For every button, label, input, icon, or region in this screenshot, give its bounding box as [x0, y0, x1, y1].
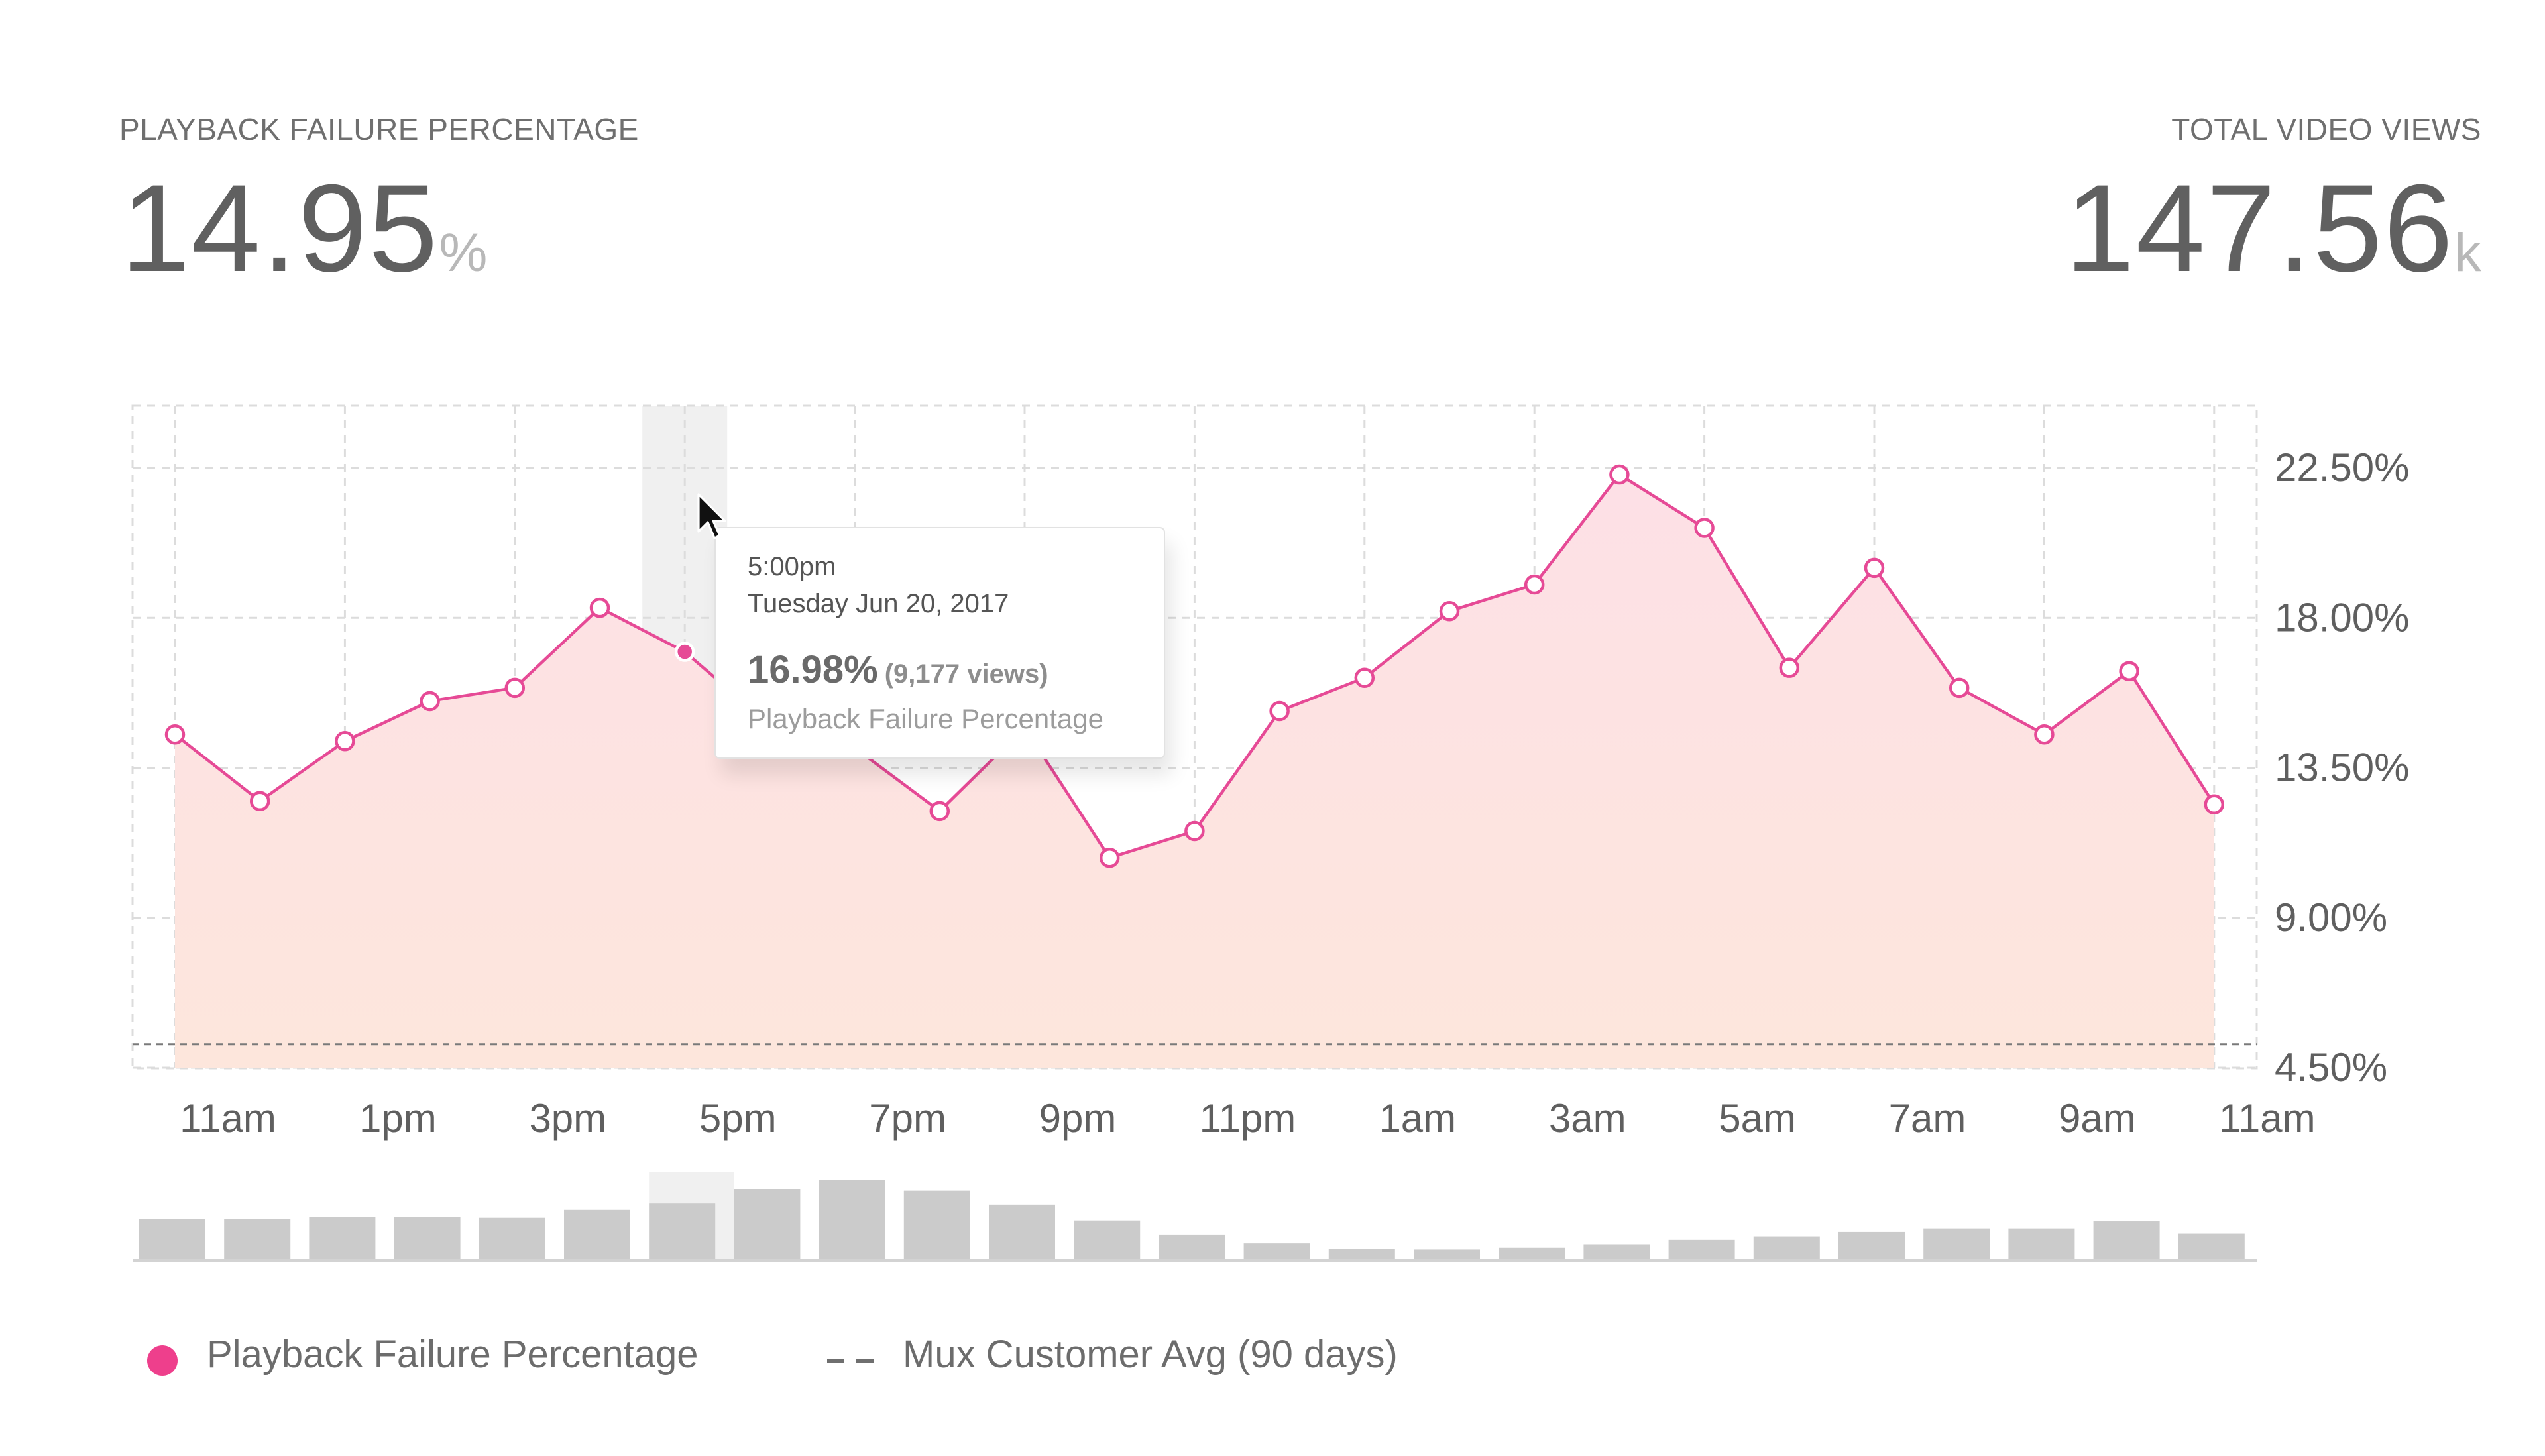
data-point[interactable] — [1694, 518, 1715, 538]
views-bar[interactable] — [1583, 1244, 1650, 1259]
legend-series-label[interactable]: Playback Failure Percentage — [207, 1333, 699, 1376]
data-point[interactable] — [1524, 574, 1545, 595]
data-point[interactable] — [420, 691, 440, 712]
series-area — [175, 475, 2214, 1068]
data-point[interactable] — [1269, 700, 1290, 722]
legend-avg-dash-2 — [856, 1359, 874, 1363]
views-bar[interactable] — [649, 1203, 716, 1259]
data-point[interactable] — [674, 642, 695, 662]
views-bar[interactable] — [1923, 1228, 1990, 1259]
data-point[interactable] — [929, 801, 950, 822]
x-tick-label: 3pm — [529, 1096, 606, 1141]
chart-tooltip: 5:00pm Tuesday Jun 20, 2017 16.98% (9,177… — [714, 527, 1165, 759]
views-bar[interactable] — [2008, 1228, 2075, 1259]
x-tick-label: 3am — [1549, 1096, 1626, 1141]
data-point[interactable] — [1354, 667, 1375, 688]
data-point[interactable] — [2204, 794, 2225, 815]
views-bar[interactable] — [394, 1217, 461, 1259]
data-point[interactable] — [1609, 464, 1630, 485]
views-bar[interactable] — [1753, 1236, 1820, 1259]
views-bar[interactable] — [2093, 1221, 2160, 1259]
views-bar[interactable] — [224, 1219, 291, 1259]
data-point[interactable] — [589, 597, 610, 618]
views-bar[interactable] — [1074, 1220, 1141, 1259]
data-point[interactable] — [1099, 848, 1120, 868]
failure-metric-value: 14.95% — [121, 166, 487, 290]
views-bar[interactable] — [819, 1180, 885, 1259]
failure-metric-number: 14.95 — [121, 158, 439, 298]
plot-border — [131, 404, 2258, 1070]
y-tick-label: 18.00% — [2275, 595, 2410, 640]
y-tick-label: 9.00% — [2275, 895, 2387, 940]
y-tick-label: 13.50% — [2275, 746, 2410, 790]
views-metric-value: 147.56k — [2065, 166, 2481, 290]
data-point[interactable] — [2119, 661, 2139, 681]
views-bar[interactable] — [309, 1217, 376, 1259]
x-tick-label: 9pm — [1039, 1096, 1117, 1141]
failure-metric-label: PLAYBACK FAILURE PERCENTAGE — [119, 112, 639, 146]
x-tick-label: 5pm — [699, 1096, 777, 1141]
legend-avg-label[interactable]: Mux Customer Avg (90 days) — [903, 1333, 1398, 1376]
tooltip-views: (9,177 views) — [884, 659, 1048, 689]
tooltip-value-row: 16.98% (9,177 views) — [748, 649, 1164, 701]
data-point[interactable] — [1864, 557, 1885, 579]
views-metric-label: TOTAL VIDEO VIEWS — [2171, 112, 2481, 146]
x-tick-label: 11pm — [1200, 1096, 1296, 1141]
x-tick-label: 5am — [1719, 1096, 1796, 1141]
data-point[interactable] — [2034, 724, 2055, 745]
views-bar[interactable] — [1159, 1234, 1225, 1259]
x-tick-label: 1am — [1379, 1096, 1456, 1141]
mouse-pointer-icon — [697, 493, 726, 539]
legend-avg-dash-1 — [827, 1359, 844, 1363]
views-metric-number: 147.56 — [2064, 158, 2454, 298]
x-tick-label: 7pm — [869, 1096, 946, 1141]
tooltip-time: 5:00pm — [748, 552, 836, 581]
views-bar[interactable] — [903, 1190, 970, 1259]
data-point[interactable] — [504, 677, 526, 699]
x-tick-label: 11am — [180, 1096, 276, 1141]
data-point[interactable] — [164, 724, 186, 745]
views-bar[interactable] — [1414, 1249, 1480, 1259]
tooltip-metric: Playback Failure Percentage — [748, 703, 1103, 734]
data-point[interactable] — [1949, 677, 1970, 699]
views-bar[interactable] — [1328, 1249, 1395, 1259]
views-bar[interactable] — [734, 1189, 801, 1259]
views-bar[interactable] — [139, 1219, 205, 1259]
tooltip-value: 16.98% — [748, 648, 878, 691]
data-point[interactable] — [335, 731, 355, 752]
failure-metric-unit: % — [439, 223, 488, 283]
x-tick-label: 11am — [2219, 1096, 2316, 1141]
tooltip-date: Tuesday Jun 20, 2017 — [748, 589, 1009, 618]
x-tick-label: 1pm — [359, 1096, 437, 1141]
views-bar[interactable] — [989, 1204, 1055, 1259]
views-bar[interactable] — [479, 1217, 545, 1259]
views-bar[interactable] — [1838, 1231, 1905, 1259]
data-point[interactable] — [249, 791, 270, 812]
legend-series-dot — [147, 1345, 178, 1376]
x-tick-label: 7am — [1889, 1096, 1966, 1141]
views-bar[interactable] — [2178, 1233, 2245, 1259]
data-point[interactable] — [1779, 657, 1800, 678]
views-bar[interactable] — [1243, 1243, 1310, 1259]
views-metric-unit: k — [2454, 223, 2481, 283]
y-tick-label: 4.50% — [2275, 1045, 2387, 1090]
data-point[interactable] — [1184, 820, 1205, 842]
data-point[interactable] — [1439, 600, 1460, 622]
views-bar[interactable] — [1499, 1247, 1565, 1259]
views-bar[interactable] — [1668, 1239, 1735, 1259]
y-tick-label: 22.50% — [2275, 445, 2410, 490]
views-bar[interactable] — [564, 1209, 630, 1259]
x-tick-label: 9am — [2059, 1096, 2136, 1141]
